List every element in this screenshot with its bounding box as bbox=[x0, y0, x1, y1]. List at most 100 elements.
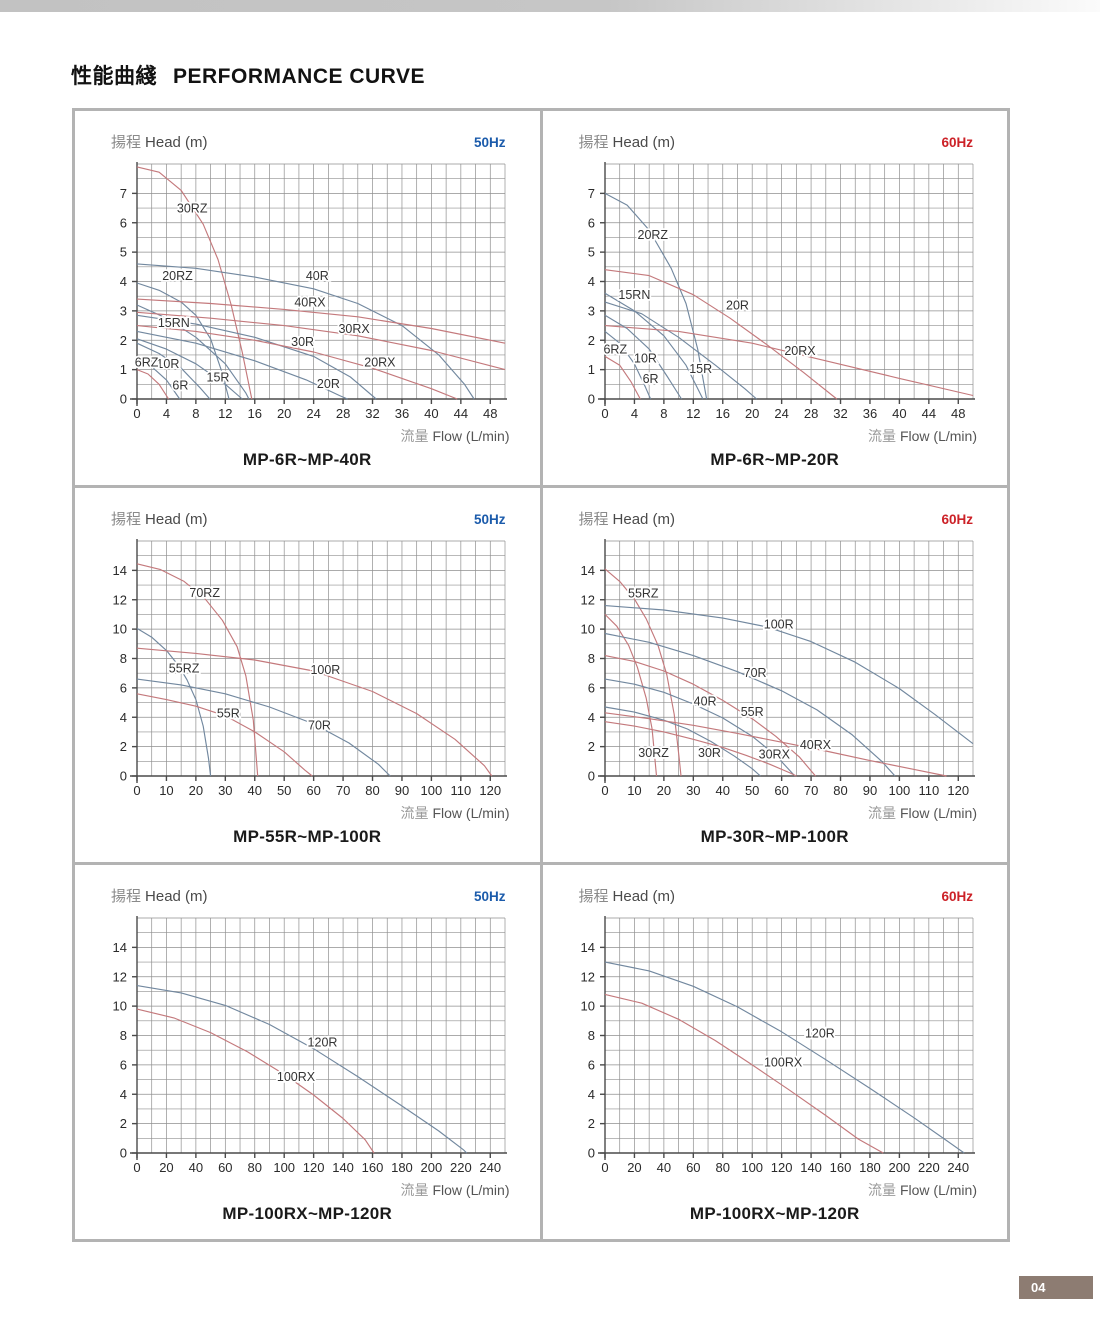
curve-label-100RX: 100RX bbox=[763, 1055, 802, 1069]
svg-text:0: 0 bbox=[587, 769, 594, 784]
svg-text:2: 2 bbox=[587, 1116, 594, 1131]
curve-label-55RZ: 55RZ bbox=[628, 587, 659, 601]
curve-100R bbox=[604, 605, 973, 745]
svg-text:7: 7 bbox=[120, 186, 127, 201]
svg-text:12: 12 bbox=[580, 592, 594, 607]
curve-30RX bbox=[604, 721, 797, 777]
svg-text:8: 8 bbox=[587, 1028, 594, 1043]
svg-text:6: 6 bbox=[587, 1057, 594, 1072]
curve-15RN bbox=[604, 292, 703, 400]
svg-text:4: 4 bbox=[120, 1087, 127, 1102]
svg-text:100: 100 bbox=[421, 783, 443, 798]
flow-axis-label-en: Flow (L/min) bbox=[432, 428, 510, 444]
svg-text:80: 80 bbox=[248, 1160, 262, 1175]
x-tick-labels: 0 4 8 12 16 20 24 28 32 36 40 44 48 bbox=[133, 406, 497, 421]
svg-text:24: 24 bbox=[774, 406, 788, 421]
panel-header: 揚程 Head (m) 50Hz bbox=[75, 488, 540, 528]
svg-text:12: 12 bbox=[218, 406, 232, 421]
curve-30RZ bbox=[136, 166, 253, 400]
head-axis-label: 揚程 Head (m) bbox=[111, 131, 208, 152]
svg-text:8: 8 bbox=[192, 406, 199, 421]
svg-text:6: 6 bbox=[120, 680, 127, 695]
y-tick-labels: 0 2 4 6 8 10 12 14 bbox=[580, 940, 594, 1161]
svg-text:48: 48 bbox=[483, 406, 497, 421]
svg-text:10: 10 bbox=[627, 783, 641, 798]
head-axis-label-zh: 揚程 bbox=[578, 888, 609, 905]
svg-text:8: 8 bbox=[120, 651, 127, 666]
curve-70R bbox=[136, 678, 391, 777]
y-tick-labels: 0 2 4 6 8 10 12 14 bbox=[113, 563, 127, 784]
svg-text:200: 200 bbox=[421, 1160, 443, 1175]
svg-text:2: 2 bbox=[587, 739, 594, 754]
svg-text:70: 70 bbox=[803, 783, 817, 798]
curve-label-40RX: 40RX bbox=[294, 296, 326, 310]
x-tick-labels: 0 10 20 30 40 50 60 70 80 90 100 110 120 bbox=[133, 783, 501, 798]
svg-text:40: 40 bbox=[424, 406, 438, 421]
curve-label-10R: 10R bbox=[634, 351, 657, 365]
curve-20RZ bbox=[136, 282, 230, 400]
svg-text:8: 8 bbox=[660, 406, 667, 421]
svg-text:40: 40 bbox=[715, 783, 729, 798]
curve-40R bbox=[136, 263, 475, 400]
flow-axis-label-zh: 流量 bbox=[400, 428, 429, 444]
x-tick-labels: 0 20 40 60 80 100 120 140 160 180 200 220 240 bbox=[133, 1160, 501, 1175]
curve-6RZ bbox=[604, 355, 641, 400]
curve-55RZ bbox=[136, 627, 212, 777]
performance-plot: 0 10 20 30 40 50 60 70 80 90 100 110 120 0 2 4 6 8 10 12 14 7… bbox=[113, 539, 507, 798]
curve-100R bbox=[136, 647, 493, 777]
curve-55R bbox=[604, 655, 816, 777]
svg-text:4: 4 bbox=[587, 1087, 594, 1102]
svg-text:90: 90 bbox=[395, 783, 409, 798]
svg-text:2: 2 bbox=[587, 333, 594, 348]
svg-text:80: 80 bbox=[715, 1160, 729, 1175]
performance-plot: 0 20 40 60 80 100 120 140 160 180 200 220 240 0 2 4 6 8 10… bbox=[113, 916, 507, 1175]
svg-text:20: 20 bbox=[656, 783, 670, 798]
svg-text:14: 14 bbox=[113, 940, 127, 955]
svg-text:120: 120 bbox=[770, 1160, 792, 1175]
curve-label-120R: 120R bbox=[804, 1027, 834, 1041]
curve-label-30RZ: 30RZ bbox=[177, 202, 208, 216]
flow-axis-label-zh: 流量 bbox=[867, 1182, 896, 1198]
flow-axis-label: 流量 Flow (L/min) bbox=[543, 1180, 1008, 1198]
svg-text:160: 160 bbox=[829, 1160, 851, 1175]
performance-plot: 0 4 8 12 16 20 24 28 32 36 40 44 480123456720RZ20R15… bbox=[587, 162, 975, 421]
svg-text:16: 16 bbox=[248, 406, 262, 421]
curve-label-6RZ: 6RZ bbox=[135, 356, 159, 370]
svg-text:36: 36 bbox=[395, 406, 409, 421]
svg-text:7: 7 bbox=[587, 186, 594, 201]
curve-20RX bbox=[136, 325, 458, 400]
curve-label-70RZ: 70RZ bbox=[189, 586, 220, 600]
svg-text:4: 4 bbox=[120, 274, 127, 289]
svg-text:44: 44 bbox=[454, 406, 468, 421]
svg-text:4: 4 bbox=[587, 274, 594, 289]
curve-label-30RX: 30RX bbox=[758, 747, 790, 761]
svg-text:80: 80 bbox=[833, 783, 847, 798]
y-tick-labels: 0 2 4 6 8 10 12 14 bbox=[580, 563, 594, 784]
svg-text:0: 0 bbox=[601, 783, 608, 798]
svg-text:140: 140 bbox=[332, 1160, 354, 1175]
svg-text:80: 80 bbox=[365, 783, 379, 798]
page-number-badge: 04 bbox=[1019, 1276, 1093, 1299]
curve-20R bbox=[604, 269, 837, 400]
svg-text:5: 5 bbox=[120, 245, 127, 260]
curve-30R bbox=[604, 706, 761, 777]
frequency-badge: 50Hz bbox=[473, 512, 506, 527]
svg-text:4: 4 bbox=[630, 406, 637, 421]
head-axis-label-en: Head (m) bbox=[612, 888, 676, 905]
curve-30R bbox=[136, 314, 377, 400]
curve-15R bbox=[604, 301, 757, 400]
curve-label-40R: 40R bbox=[306, 269, 329, 283]
svg-text:48: 48 bbox=[951, 406, 965, 421]
plot-axes bbox=[130, 539, 507, 783]
svg-text:0: 0 bbox=[601, 1160, 608, 1175]
curve-label-20RX: 20RX bbox=[784, 344, 816, 358]
svg-text:44: 44 bbox=[921, 406, 935, 421]
svg-text:0: 0 bbox=[587, 392, 594, 407]
curve-label-55R: 55R bbox=[217, 706, 240, 720]
chart-panel-1: 揚程 Head (m) 50Hz 0 4 8 12 16 20 24 28 32 36 40 44 48 0 1 2… bbox=[75, 111, 540, 485]
svg-text:4: 4 bbox=[120, 710, 127, 725]
svg-text:50: 50 bbox=[277, 783, 291, 798]
svg-text:32: 32 bbox=[365, 406, 379, 421]
head-axis-label-zh: 揚程 bbox=[578, 511, 609, 528]
svg-text:30: 30 bbox=[686, 783, 700, 798]
